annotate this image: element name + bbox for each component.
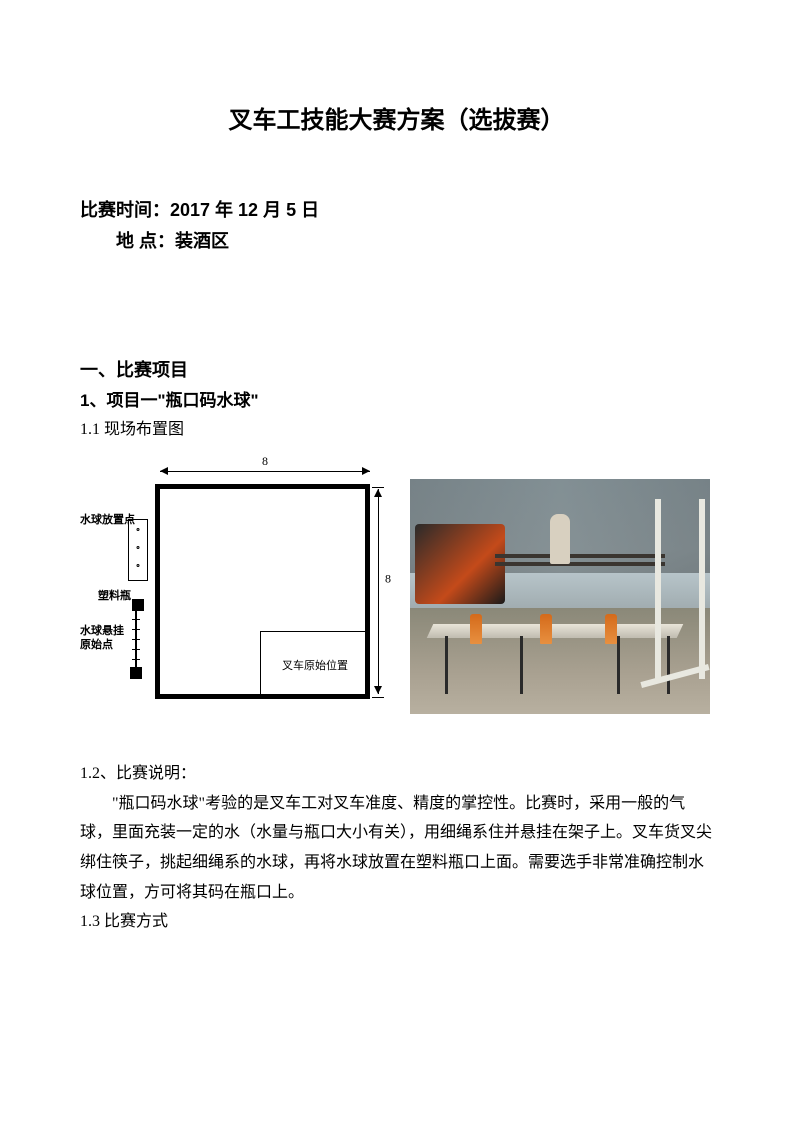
ruler-tick bbox=[132, 619, 140, 620]
date-label: 比赛时间： bbox=[80, 195, 170, 226]
ruler-tick bbox=[132, 629, 140, 630]
photo-table-leg bbox=[445, 636, 448, 694]
photo-frame-pole bbox=[655, 499, 661, 679]
layout-label: 1.1 现场布置图 bbox=[80, 415, 713, 439]
photo-table-leg bbox=[520, 636, 523, 694]
bottle-dot bbox=[137, 528, 140, 531]
plastic-bottle-label: 塑料瓶 bbox=[98, 587, 131, 603]
date-line: 比赛时间：2017 年 12 月 5 日 bbox=[80, 195, 713, 226]
photo-bottle bbox=[605, 614, 617, 644]
sec-1-3-label: 1.3 比赛方式 bbox=[80, 907, 713, 937]
sec-1-2-paragraph: "瓶口码水球"考验的是叉车工对叉车准度、精度的掌控性。比赛时，采用一般的气球，里… bbox=[80, 789, 713, 907]
ball-hang-label-a: 水球悬挂 bbox=[80, 624, 124, 638]
bottle-dot bbox=[137, 564, 140, 567]
ruler-tick bbox=[132, 649, 140, 650]
photo-table-leg bbox=[617, 636, 620, 694]
ruler-icon bbox=[135, 609, 137, 669]
document-title: 叉车工技能大赛方案（选拔赛） bbox=[80, 100, 713, 135]
section-1-header: 一、比赛项目 bbox=[80, 356, 713, 382]
diagram-height-label: 8 bbox=[385, 572, 391, 587]
item-1-header: 1、项目一"瓶口码水球" bbox=[80, 386, 713, 411]
ball-hang-label-b: 原始点 bbox=[80, 638, 124, 652]
photo-tabletop bbox=[427, 624, 684, 638]
competition-info: 比赛时间：2017 年 12 月 5 日 地 点：装酒区 bbox=[80, 195, 713, 256]
black-square-icon bbox=[130, 667, 142, 679]
location-value: 装酒区 bbox=[175, 231, 229, 251]
photo-bottle bbox=[540, 614, 552, 644]
photo-frame-pole bbox=[699, 499, 705, 679]
right-tick-bottom bbox=[372, 697, 384, 698]
photo-person bbox=[550, 514, 570, 564]
photo-frame-stand bbox=[655, 499, 705, 679]
diagram-width-label: 8 bbox=[160, 454, 370, 469]
photo-bottle bbox=[470, 614, 482, 644]
photo-fork-lower bbox=[495, 562, 665, 566]
ruler-tick bbox=[132, 639, 140, 640]
ruler-tick bbox=[132, 659, 140, 660]
photo-fork-upper bbox=[495, 554, 665, 558]
site-photo bbox=[410, 479, 710, 714]
photo-forklift bbox=[415, 524, 505, 604]
right-tick-top bbox=[372, 487, 384, 488]
figure-row: 8 叉车原始位置 8 水球放置点 塑料瓶 水球悬挂 原始点 bbox=[80, 449, 713, 719]
ball-hang-label: 水球悬挂 原始点 bbox=[80, 624, 124, 653]
forklift-start-box: 叉车原始位置 bbox=[260, 631, 370, 699]
date-value: 2017 年 12 月 5 日 bbox=[170, 200, 319, 220]
location-line: 地 点：装酒区 bbox=[80, 226, 713, 257]
section-1-2: 1.2、比赛说明： "瓶口码水球"考验的是叉车工对叉车准度、精度的掌控性。比赛时… bbox=[80, 759, 713, 937]
sec-1-2-label: 1.2、比赛说明： bbox=[80, 759, 713, 789]
location-label: 地 点： bbox=[116, 226, 175, 257]
diagram-height-arrow bbox=[378, 489, 379, 694]
diagram-main-square: 叉车原始位置 bbox=[155, 484, 370, 699]
diagram-width-arrow bbox=[160, 471, 370, 472]
layout-diagram: 8 叉车原始位置 8 水球放置点 塑料瓶 水球悬挂 原始点 bbox=[80, 449, 390, 719]
bottle-dot bbox=[137, 546, 140, 549]
bottle-box-icon bbox=[128, 519, 148, 581]
ruler-tick bbox=[132, 609, 140, 610]
ball-placement-label: 水球放置点 bbox=[80, 511, 135, 527]
